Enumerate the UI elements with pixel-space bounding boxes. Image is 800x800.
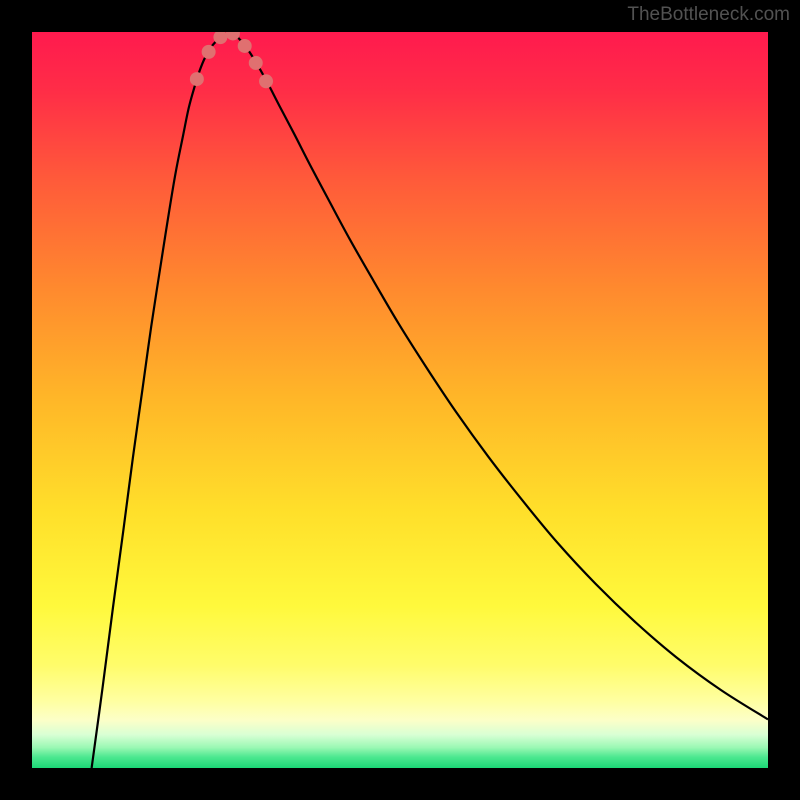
marker-point [226,32,240,40]
marker-point [249,56,263,70]
markers-layer [32,32,768,768]
watermark-text: TheBottleneck.com [627,4,790,26]
marker-point [202,45,216,59]
marker-point [238,39,252,53]
marker-point [213,32,227,44]
plot-area [32,32,768,768]
marker-point [190,72,204,86]
marker-point [259,74,273,88]
